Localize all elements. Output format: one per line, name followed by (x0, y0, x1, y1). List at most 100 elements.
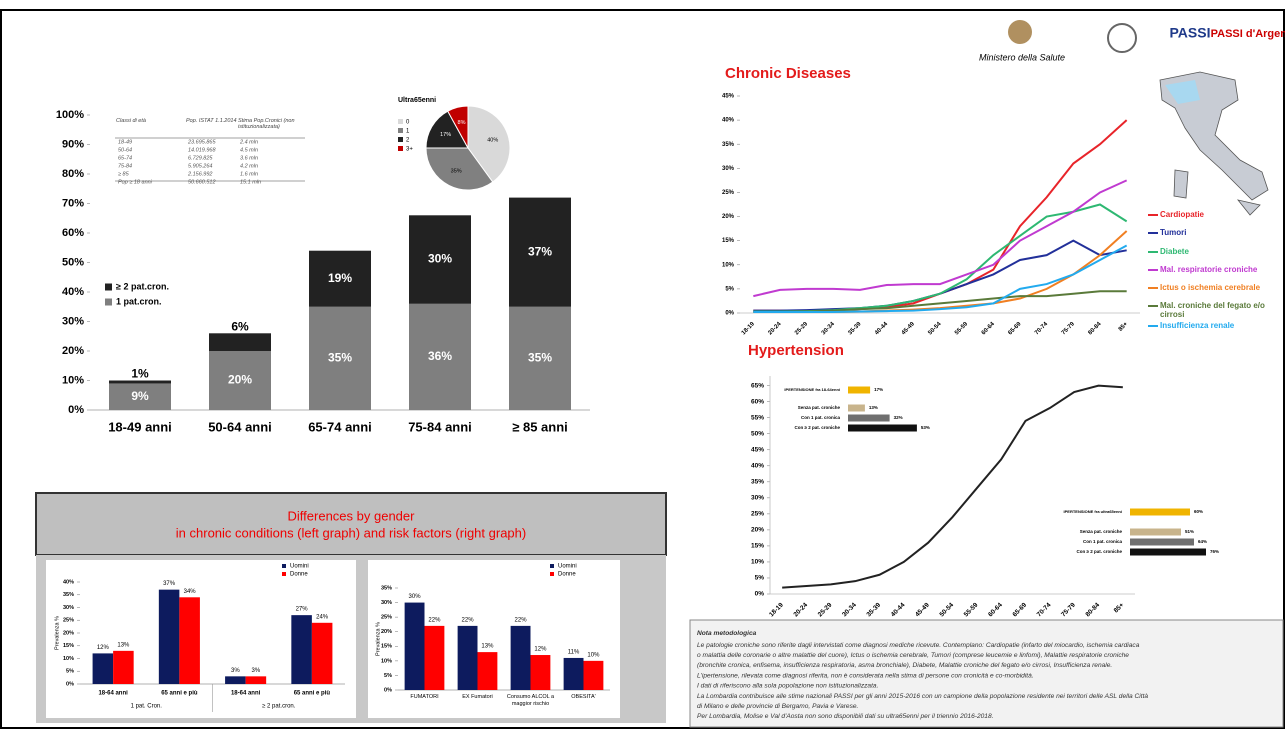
y-tick-label: 25% (63, 618, 74, 624)
y-tick-label: 55% (751, 414, 764, 421)
table-cell: 3.6 mln (240, 155, 258, 161)
table-header: Classi di età (116, 118, 146, 124)
note-line: I dati di riferiscono alla sola popolazi… (697, 683, 879, 690)
x-tick-label-box: Consumo ALCOL a maggior rischio (507, 694, 554, 707)
value-label: 34% (184, 589, 197, 595)
value-label: 3% (252, 668, 261, 674)
bar (848, 414, 890, 422)
note-line: Per Lombardia, Molise e Val d'Aosta non … (697, 713, 994, 720)
italy-map (1159, 71, 1269, 216)
note-title: Nota metodologica (697, 630, 757, 637)
line (753, 179, 1128, 298)
bar (245, 676, 267, 684)
chart-title: Hypertension (748, 342, 844, 359)
table-cell: 5.905.264 (188, 163, 212, 169)
legend-label: ≥ 2 pat.cron. (116, 281, 169, 291)
value-label: 12% (534, 647, 547, 653)
legend-label-box: Ictus o ischemia cerebrale (1160, 283, 1261, 292)
value-label: 60% (1194, 509, 1203, 514)
value-label: 17% (874, 387, 883, 392)
iss-logo (1107, 23, 1137, 53)
table-cell: 15.1 mln (240, 179, 261, 185)
y-tick-label: 10% (63, 656, 74, 662)
y-axis-label: Prevalenza % (375, 622, 381, 656)
x-tick-label: 18-64 anni (98, 691, 128, 697)
table-header: Stima Pop.Cronici (non istituzionalizzat… (238, 118, 295, 130)
legend-label: 0 (406, 120, 410, 126)
line (782, 384, 1123, 589)
x-tick-label: OBESITA' (571, 694, 596, 700)
bar (457, 625, 478, 690)
bar (1130, 538, 1194, 546)
y-tick-label: 40% (63, 579, 74, 585)
note-line: L'ipertensione, rilevata come diagnosi r… (697, 672, 1034, 679)
table-cell: 4.5 mln (240, 147, 258, 153)
y-tick-label: 15% (381, 644, 392, 650)
value-label: 76% (1210, 549, 1219, 554)
bar (530, 655, 551, 690)
group-label: ≥ 2 pat.cron. (262, 704, 296, 710)
bar (424, 625, 445, 690)
legend-swatch (398, 146, 403, 151)
y-tick-label: 35% (722, 142, 735, 148)
bar (1130, 508, 1190, 516)
y-tick-label: 5% (755, 575, 765, 582)
y-tick-label: 20% (381, 629, 392, 635)
y-tick-label: 100% (56, 109, 84, 121)
note-box (689, 619, 1284, 728)
value-label: 51% (1185, 529, 1194, 534)
emblem (1008, 20, 1032, 44)
y-tick-label: 40% (751, 462, 764, 469)
value-label: 35% (328, 351, 352, 365)
table-cell: 23.695.865 (187, 139, 216, 145)
legend-swatch (105, 283, 112, 291)
x-tick-label: 18-64 anni (231, 691, 261, 697)
legend-swatch (398, 119, 403, 124)
y-tick-label: 5% (66, 669, 74, 675)
table-cell: 18-49 (118, 139, 132, 145)
bar (291, 615, 312, 684)
value-label: 30% (409, 594, 422, 600)
logo-text: PASSI (1170, 25, 1211, 41)
bar (409, 215, 471, 304)
slice-label: 17% (440, 132, 451, 138)
table-cell: 75-84 (118, 163, 132, 169)
legend-label: Uomini (290, 564, 309, 570)
bar (311, 622, 333, 684)
legend-label: 1 (406, 129, 410, 135)
legend-label-box: Tumori (1160, 228, 1187, 237)
y-tick-label: 45% (751, 446, 764, 453)
value-label: 64% (1198, 539, 1207, 544)
value-label: 9% (131, 389, 149, 403)
y-tick-label: 0% (384, 687, 392, 693)
y-tick-label: 10% (62, 374, 84, 386)
bar (848, 424, 917, 432)
y-tick-label: 60% (62, 227, 84, 239)
table-cell: 65-74 (118, 155, 132, 161)
legend-label-box: Mal. respiratorie croniche (1160, 265, 1257, 274)
bar (209, 351, 271, 410)
gender-header (35, 492, 667, 556)
legend-label-box: Insufficienza renale (1160, 321, 1234, 330)
bar (92, 653, 114, 684)
y-tick-label: 5% (384, 673, 392, 679)
logo-text: Ministero della Salute (979, 52, 1065, 62)
legend-label: Tumori (1160, 228, 1187, 237)
y-tick-label: 40% (722, 118, 735, 124)
bar-label: Senza pat. croniche (1080, 529, 1123, 534)
y-tick-label: 35% (63, 592, 74, 598)
value-label: 24% (316, 614, 329, 620)
y-tick-label: 30% (381, 600, 392, 606)
x-tick-label: 65 anni e più (294, 691, 331, 697)
pie-slice (425, 110, 469, 149)
value-label: 3% (231, 668, 240, 674)
legend-label: Ictus o ischemia cerebrale (1160, 283, 1261, 292)
legend-swatch (398, 137, 403, 142)
y-tick-label: 20% (63, 630, 74, 636)
bar-label: Con 1 pat. cronica (801, 415, 841, 420)
y-tick-label: 50% (62, 256, 84, 268)
logos: Ministero della Salute PASSI PASSI d'Arg… (979, 20, 1285, 62)
bar (109, 380, 171, 384)
table-cell: 1.6 mln (240, 171, 258, 177)
